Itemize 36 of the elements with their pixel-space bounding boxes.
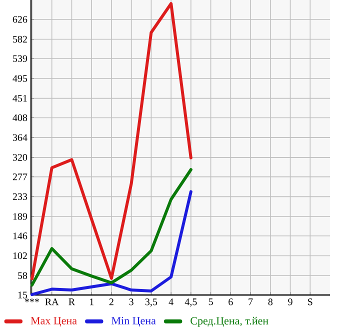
x-tick-label: 8 — [268, 298, 273, 306]
y-tick-label: 451 — [12, 94, 27, 102]
y-tick-label: 233 — [12, 193, 28, 200]
x-tick-label: *** — [24, 298, 40, 302]
line-series — [30, 190, 192, 296]
x-tick-label: 3 — [129, 298, 134, 306]
x-tick-label: 6 — [228, 298, 233, 306]
legend-label: Сред.Цена, т.йен — [190, 316, 268, 327]
y-tick-label: 146 — [13, 232, 28, 240]
legend-label: Max Цена — [30, 317, 77, 327]
y-tick-label: 189 — [13, 213, 28, 220]
x-tick-label: 9 — [288, 298, 292, 306]
line-series — [30, 168, 192, 287]
y-tick-label: 539 — [13, 55, 28, 62]
legend-label: Min Цена — [112, 317, 156, 327]
x-tick-label: 7 — [248, 298, 253, 306]
y-tick-label: 495 — [12, 75, 28, 82]
x-tick-label: S — [308, 298, 312, 306]
y-tick-label: 320 — [12, 154, 28, 161]
x-tick-label: 3,5 — [145, 298, 158, 307]
y-tick-label: 408 — [12, 114, 28, 122]
x-tick-label: 4 — [168, 298, 174, 306]
x-tick-label: RA — [45, 298, 59, 306]
y-tick-label: 582 — [13, 36, 27, 43]
line-series — [30, 2, 192, 280]
y-tick-label: 364 — [12, 134, 28, 141]
x-tick-label: 2 — [109, 298, 114, 306]
y-tick-label: 102 — [13, 252, 27, 260]
y-tick-label: 58 — [18, 272, 28, 279]
y-tick-label: 626 — [12, 16, 28, 23]
x-tick-label: 1 — [90, 298, 94, 306]
x-tick-label: 5 — [208, 298, 213, 306]
x-tick-label: R — [68, 298, 76, 306]
x-tick-label: 4,5 — [184, 298, 197, 307]
y-tick-label: 277 — [12, 174, 28, 180]
y-tick-label: 15 — [18, 292, 28, 298]
